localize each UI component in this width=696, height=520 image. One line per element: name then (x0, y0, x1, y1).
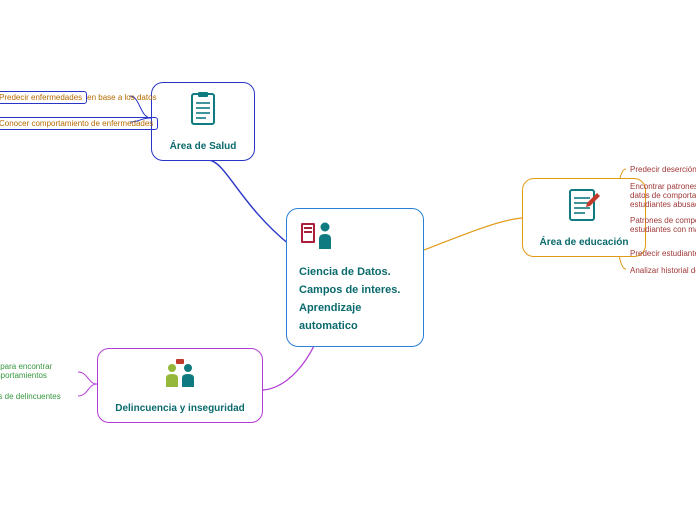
node-salud[interactable]: Área de Salud (151, 82, 255, 161)
leaf-salud-0-rest: en base a los datos (87, 93, 156, 102)
pencil-note-icon (533, 187, 635, 228)
leaf-edu-1-text: Encontrar patrones con análisis de datos… (630, 182, 696, 210)
central-label: Ciencia de Datos. Campos de interes. Apr… (299, 266, 400, 332)
central-icon (299, 219, 411, 258)
leaf-edu-2[interactable]: Patrones de comportamiento estudiantes c… (630, 216, 696, 246)
leaf-edu-3[interactable]: Predecir estudiante con (630, 249, 696, 258)
leaf-salud-1-pill: Conocer comportamiento de enfermedades (0, 117, 158, 130)
clipboard-icon (162, 91, 244, 132)
node-delin[interactable]: Delincuencia y inseguridad (97, 348, 263, 423)
leaf-edu-2-text: Patrones de comportamiento estudiantes c… (630, 216, 696, 234)
mindmap-canvas: Ciencia de Datos. Campos de interes. Apr… (0, 0, 696, 520)
leaf-edu-0[interactable]: Predecir deserción escolar (630, 165, 696, 174)
leaf-delin-0-text: s para encontrar mportamientos (0, 362, 76, 380)
edge-central-salud (208, 160, 290, 245)
brace-delin (78, 372, 97, 396)
leaf-delin-1-text: es de delincuentes (0, 392, 61, 401)
leaf-edu-0-text: Predecir deserción escolar (630, 165, 696, 174)
people-talk-icon (108, 357, 252, 394)
leaf-edu-1[interactable]: Encontrar patrones con análisis de datos… (630, 182, 696, 212)
leaf-delin-1[interactable]: es de delincuentes (0, 392, 76, 401)
edge-central-edu (424, 218, 522, 250)
central-node[interactable]: Ciencia de Datos. Campos de interes. Apr… (286, 208, 424, 347)
leaf-salud-1[interactable]: Conocer comportamiento de enfermedades (0, 117, 158, 130)
node-edu[interactable]: Área de educación (522, 178, 646, 257)
leaf-salud-0[interactable]: Predecir enfermedades en base a los dato… (0, 91, 157, 104)
leaf-edu-3-text: Predecir estudiante con (630, 249, 696, 258)
node-salud-label: Área de Salud (170, 141, 237, 152)
leaf-salud-0-pill: Predecir enfermedades (0, 91, 87, 104)
node-delin-label: Delincuencia y inseguridad (115, 403, 244, 414)
leaf-edu-4-text: Analizar historial de notas (630, 266, 696, 275)
leaf-delin-0[interactable]: s para encontrar mportamientos (0, 362, 76, 380)
leaf-edu-4[interactable]: Analizar historial de notas (630, 266, 696, 275)
node-edu-label: Área de educación (540, 237, 629, 248)
